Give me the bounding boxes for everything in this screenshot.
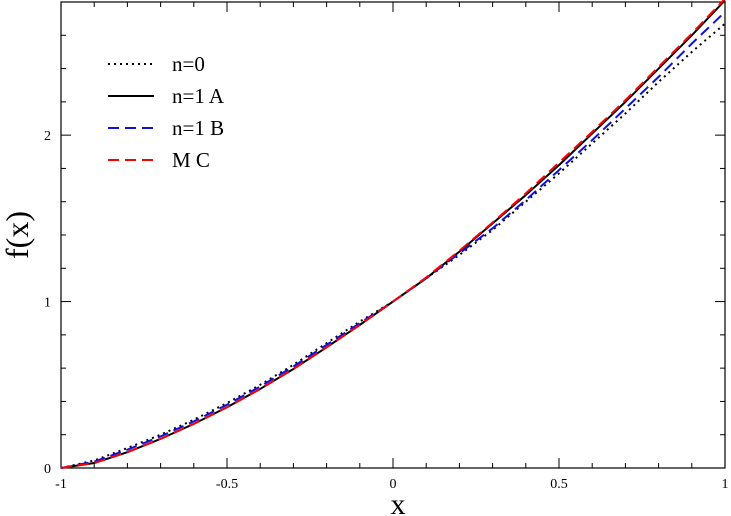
x-tick-label: 1	[722, 477, 729, 492]
series-lines	[60, 0, 726, 469]
y-tick-label: 2	[44, 129, 51, 144]
legend-label: n=1 B	[172, 116, 224, 140]
legend-label: n=0	[172, 52, 205, 76]
series-line-m-c	[60, 0, 726, 469]
x-tick-label: -0.5	[216, 477, 238, 492]
y-axis-title: f(x)	[0, 211, 35, 259]
series-line-n-1-a	[60, 0, 726, 469]
x-tick-label: 0.5	[550, 477, 568, 492]
plot-frame	[60, 1, 726, 469]
y-tick-label: 0	[44, 462, 51, 477]
series-line-n-0	[60, 22, 726, 469]
legend: n=0 n=1 A n=1 B M C	[108, 52, 225, 172]
x-axis-ticks: -1 -0.5 0 0.5 1	[55, 2, 729, 492]
series-line-n-1-b	[60, 11, 726, 469]
y-axis-ticks: 0 1 2	[44, 1, 725, 477]
x-axis-title: x	[391, 488, 406, 516]
y-tick-label: 1	[44, 296, 51, 311]
legend-label: M C	[172, 148, 210, 172]
x-tick-label: -1	[55, 477, 67, 492]
legend-label: n=1 A	[172, 84, 225, 108]
x-tick-label: 0	[390, 477, 397, 492]
